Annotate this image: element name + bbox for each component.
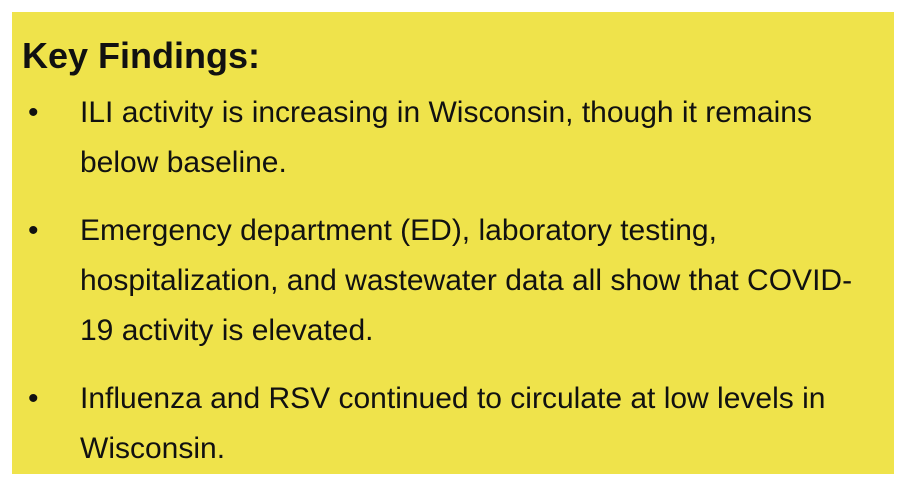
finding-text: Emergency department (ED), laboratory te… <box>80 214 853 347</box>
heading: Key Findings: <box>22 35 261 76</box>
finding-text: ILI activity is increasing in Wisconsin,… <box>80 96 812 179</box>
bullet: • <box>28 382 39 415</box>
findings-box: Key Findings: • ILI activity is increasin… <box>12 12 894 474</box>
bullet: • <box>28 96 39 129</box>
finding: • Influenza and RSV continued to circulat… <box>22 374 860 474</box>
findings-list: • ILI activity is increasing in Wisconsin… <box>22 88 894 474</box>
finding: • Emergency department (ED), laboratory t… <box>22 206 860 356</box>
finding-text: Influenza and RSV continued to circulate… <box>80 382 826 465</box>
finding: • ILI activity is increasing in Wisconsin… <box>22 88 860 188</box>
bullet: • <box>28 214 39 247</box>
